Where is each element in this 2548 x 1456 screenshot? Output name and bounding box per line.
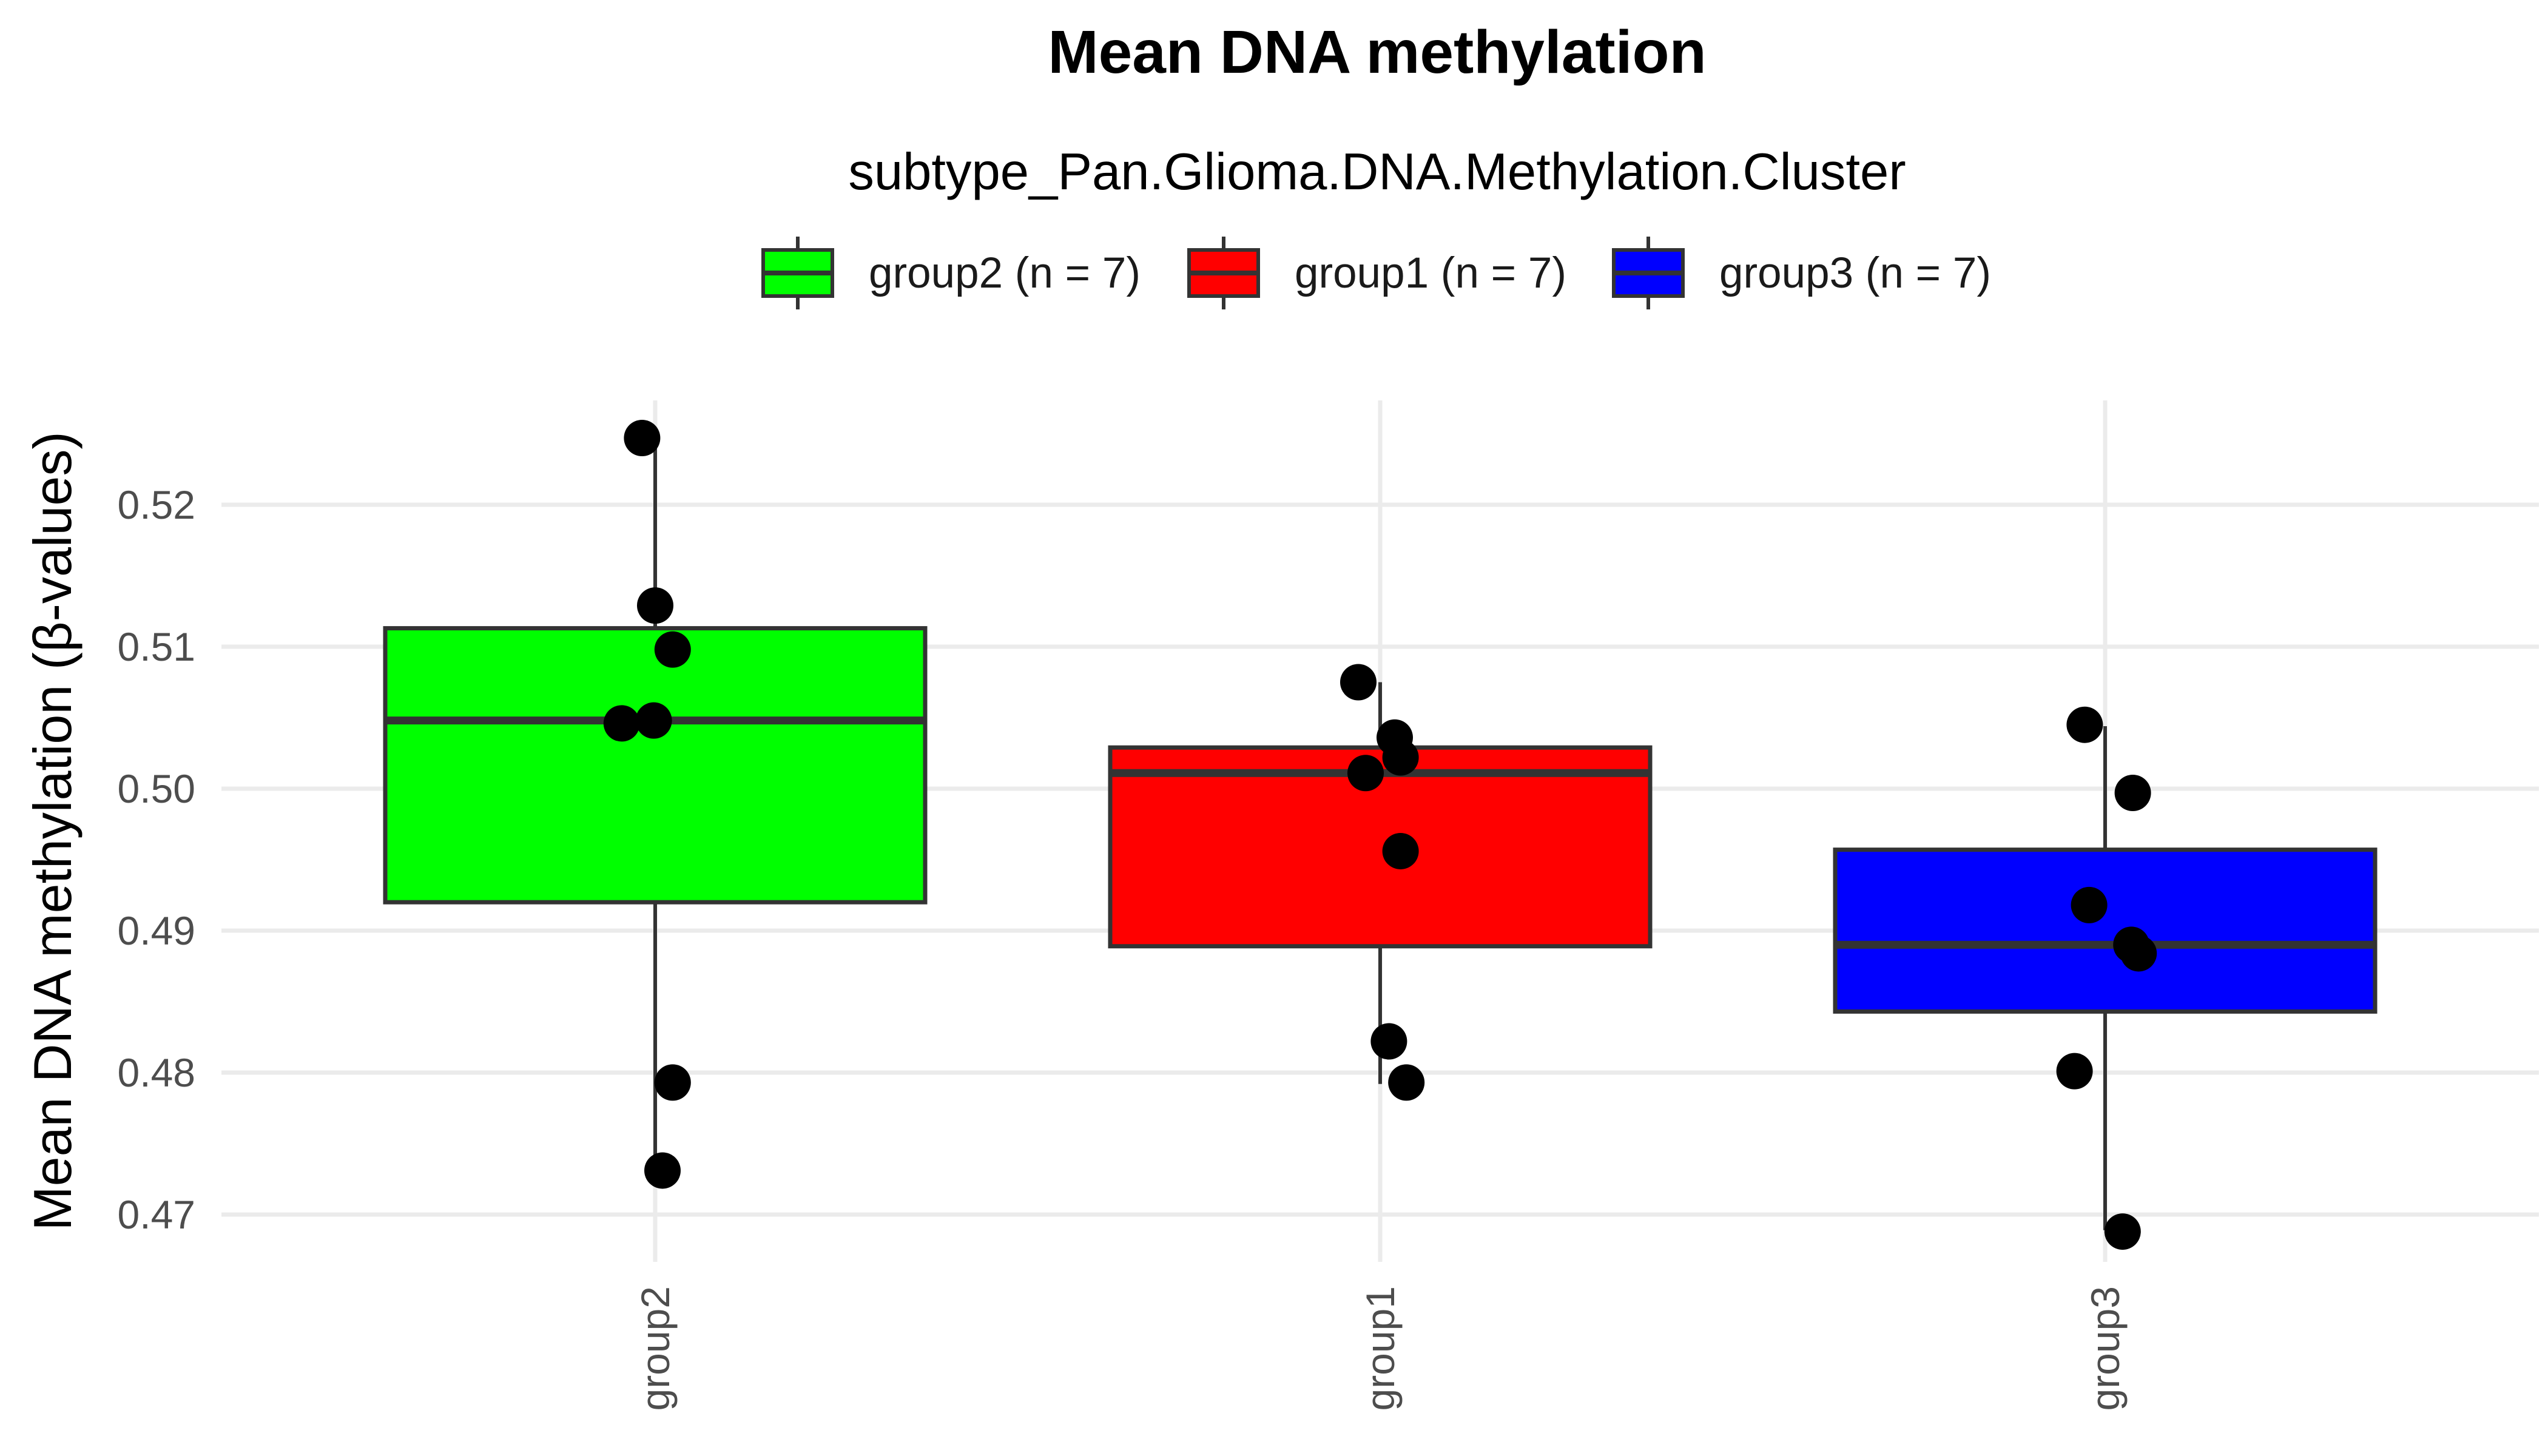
box-group-group1 (1108, 664, 1653, 1101)
data-point (644, 1152, 681, 1189)
data-point (2066, 706, 2103, 743)
data-point (2114, 775, 2151, 812)
y-tick-label: 0.50 (118, 766, 195, 811)
box-group2 (383, 626, 928, 905)
data-point (624, 420, 661, 457)
data-point (635, 702, 672, 739)
y-tick-label: 0.48 (118, 1050, 195, 1095)
y-tick-label: 0.47 (118, 1192, 195, 1237)
chart-title: Mean DNA methylation (1048, 18, 1706, 86)
y-tick-label: 0.52 (118, 482, 195, 527)
data-point (2104, 1213, 2141, 1250)
data-point (2120, 935, 2157, 972)
data-point (2071, 886, 2108, 923)
legend-title: subtype_Pan.Glioma.DNA.Methylation.Clust… (848, 143, 1906, 201)
data-point (654, 1064, 691, 1101)
data-point (2056, 1053, 2093, 1090)
data-point (603, 705, 640, 742)
box-group3 (1833, 848, 2378, 1014)
y-axis-ticks: 0.47 0.48 0.49 0.50 0.51 0.52 (118, 482, 195, 1237)
x-tick-label: group3 (2083, 1286, 2128, 1411)
data-point (1340, 664, 1377, 701)
data-point (1382, 832, 1419, 869)
data-point (1382, 739, 1419, 776)
box-group-group2 (383, 420, 928, 1189)
data-point (637, 587, 673, 624)
legend: group2 (n = 7) group1 (n = 7) group3 (n = … (761, 237, 1991, 309)
legend-item-group3: group3 (n = 7) (1612, 237, 1991, 309)
legend-label: group1 (n = 7) (1295, 249, 1566, 297)
y-axis-title: Mean DNA methylation (β-values) (22, 431, 83, 1230)
y-tick-label: 0.49 (118, 908, 195, 953)
legend-label: group2 (n = 7) (869, 249, 1141, 297)
legend-label: group3 (n = 7) (1719, 249, 1991, 297)
legend-item-group2: group2 (n = 7) (761, 237, 1141, 309)
box-group-group3 (1833, 706, 2378, 1250)
data-point (654, 631, 691, 668)
legend-item-group1: group1 (n = 7) (1187, 237, 1566, 309)
data-point (1388, 1064, 1425, 1101)
data-point (1347, 755, 1384, 792)
x-tick-label: group1 (1358, 1286, 1403, 1411)
boxes (383, 420, 2378, 1250)
x-tick-label: group2 (633, 1286, 678, 1411)
x-axis-ticks: group2 group1 group3 (633, 1286, 2128, 1411)
y-tick-label: 0.51 (118, 624, 195, 669)
data-point (1370, 1023, 1407, 1060)
